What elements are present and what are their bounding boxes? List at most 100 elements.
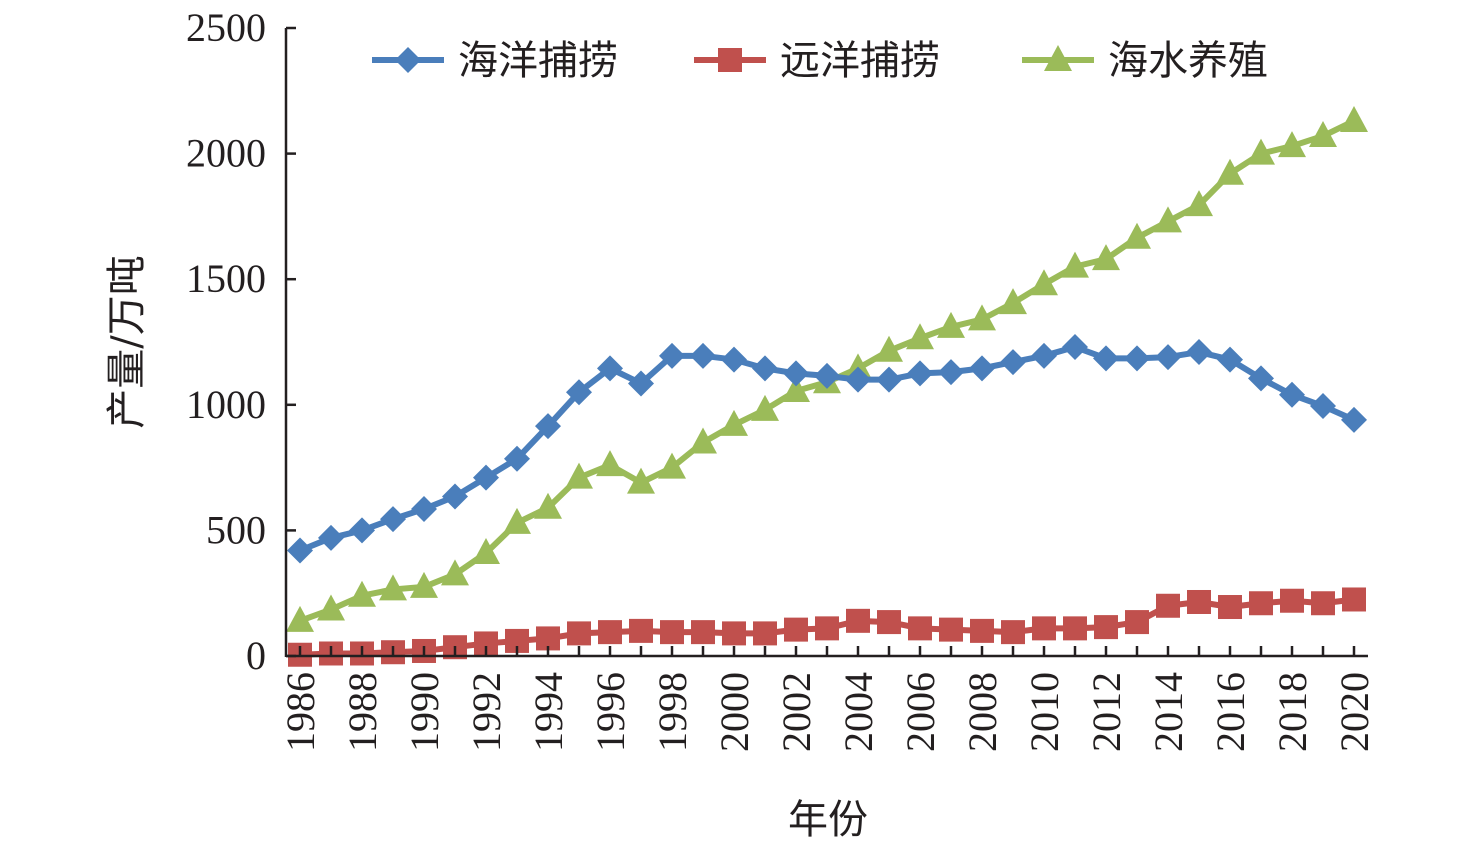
data-point <box>317 594 345 621</box>
data-point <box>783 360 809 387</box>
x-tick-label: 1992 <box>464 672 509 752</box>
data-point <box>1311 591 1335 616</box>
data-point <box>1154 206 1182 233</box>
legend-marker <box>395 47 421 73</box>
data-point <box>1063 616 1087 641</box>
data-point <box>970 618 994 643</box>
data-point <box>689 427 717 454</box>
data-point <box>1340 105 1368 132</box>
x-tick-label: 1996 <box>588 672 633 752</box>
x-tick-label: 2008 <box>960 672 1005 752</box>
data-point <box>751 394 779 421</box>
y-tick-label: 2000 <box>186 131 266 176</box>
data-point <box>906 323 934 350</box>
x-axis-title: 年份 <box>788 797 868 843</box>
data-point <box>1094 615 1118 640</box>
data-point <box>782 375 810 402</box>
data-point <box>1030 269 1058 296</box>
data-point <box>1186 339 1212 366</box>
data-point <box>1185 190 1213 217</box>
data-point <box>286 605 314 632</box>
legend-marker <box>718 48 742 72</box>
legend-marker <box>1044 45 1072 71</box>
data-point <box>1218 595 1242 620</box>
data-point <box>937 311 965 338</box>
data-point <box>907 360 933 387</box>
data-point <box>287 537 313 564</box>
data-point <box>1155 344 1181 371</box>
data-point <box>597 355 623 382</box>
data-point <box>566 379 592 406</box>
data-point <box>875 335 903 362</box>
y-tick-label: 1500 <box>186 256 266 301</box>
ticks: 0 500 1000 1500 2000 2500 1986 1988 1990 1992 1994… <box>186 5 1377 752</box>
data-point <box>348 580 376 607</box>
data-point <box>1000 349 1026 376</box>
data-point <box>1248 365 1274 392</box>
data-point <box>752 355 778 382</box>
data-point <box>846 608 870 633</box>
data-point <box>659 342 685 369</box>
data-point <box>876 366 902 393</box>
data-point <box>1092 244 1120 271</box>
legend-entry: 海水养殖 <box>1022 38 1268 84</box>
data-point <box>845 366 871 393</box>
data-point <box>1217 346 1243 373</box>
data-point <box>628 370 654 397</box>
data-point <box>503 507 531 534</box>
data-point <box>596 450 624 477</box>
data-point <box>658 452 686 479</box>
x-tick-label: 2018 <box>1270 672 1315 752</box>
data-point <box>379 574 407 601</box>
data-point <box>441 559 469 586</box>
data-point <box>721 346 747 373</box>
legend-label: 海水养殖 <box>1108 38 1268 84</box>
data-point <box>844 353 872 380</box>
data-point <box>473 464 499 491</box>
data-point <box>598 620 622 645</box>
data-point <box>1031 342 1057 369</box>
data-point <box>410 571 438 598</box>
data-point <box>1249 591 1273 616</box>
x-tick-label: 2004 <box>836 672 881 752</box>
series-1 <box>287 334 1367 564</box>
data-point <box>660 620 684 645</box>
data-point <box>814 362 840 389</box>
data-point <box>877 610 901 635</box>
legend-label: 海洋捕捞 <box>458 38 618 84</box>
data-point <box>999 288 1027 315</box>
data-point <box>1124 345 1150 372</box>
data-point <box>1187 589 1211 614</box>
axes <box>284 28 1368 658</box>
legend: 海洋捕捞 远洋捕捞 海水养殖 <box>372 38 1268 84</box>
series-2 <box>288 587 1366 667</box>
data-point <box>1125 610 1149 635</box>
data-point <box>349 517 375 544</box>
data-point <box>968 304 996 331</box>
data-point <box>722 621 746 646</box>
data-point <box>627 467 655 494</box>
x-tick-label: 2016 <box>1208 672 1253 752</box>
y-tick-label: 500 <box>206 507 266 552</box>
data-point <box>1278 131 1306 158</box>
data-point <box>318 524 344 551</box>
x-tick-label: 1998 <box>650 672 695 752</box>
x-tick-label: 1988 <box>340 672 385 752</box>
x-tick-label: 2006 <box>898 672 943 752</box>
data-point <box>1061 251 1089 278</box>
data-point <box>1216 158 1244 185</box>
data-point <box>691 620 715 645</box>
data-point <box>380 506 406 533</box>
data-point <box>1156 593 1180 618</box>
x-tick-label: 1990 <box>402 672 447 752</box>
data-point <box>504 445 530 472</box>
data-point <box>1247 138 1275 165</box>
legend-entry: 海洋捕捞 <box>372 38 618 84</box>
data-point <box>442 483 468 510</box>
x-tick-label: 1994 <box>526 672 571 752</box>
data-point <box>565 462 593 489</box>
data-point <box>1001 620 1025 645</box>
x-tick-label: 2014 <box>1146 672 1191 752</box>
x-tick-label: 2020 <box>1332 672 1377 752</box>
